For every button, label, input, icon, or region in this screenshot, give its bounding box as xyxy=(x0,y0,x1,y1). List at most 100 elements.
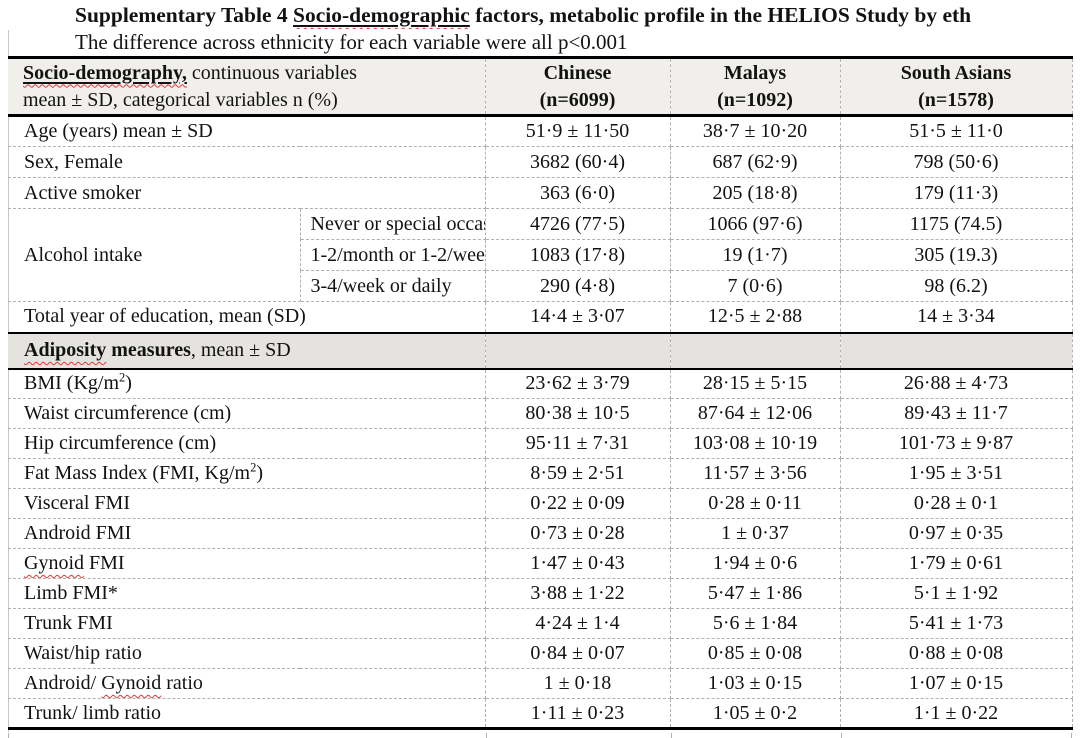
row-label: Fat Mass Index (FMI, Kg/m2) xyxy=(8,458,486,489)
cell-south-asians: 14 ± 3·34 xyxy=(840,301,1073,333)
row-label: Age (years) mean ± SD xyxy=(8,115,486,147)
cell-malays: 11·57 ± 3·56 xyxy=(670,458,841,489)
cell-malays: 103·08 ± 10·19 xyxy=(670,428,841,459)
spellcheck-squiggle: Gynoid xyxy=(101,672,162,694)
cell-malays: 5·6 ± 1·84 xyxy=(670,608,841,639)
row-label: Total year of education, mean (SD) xyxy=(8,301,486,333)
cell-malays: 1 ± 0·37 xyxy=(670,518,841,549)
cell-south-asians: 305 (19.3) xyxy=(840,239,1073,271)
cell-malays: 5·47 ± 1·86 xyxy=(670,578,841,609)
table-row-android-gynoid-ratio: Android/ Gynoid ratio 1 ± 0·18 1·03 ± 0·… xyxy=(8,668,1073,699)
cell-malays: 87·64 ± 12·06 xyxy=(670,398,841,429)
table-row-gynoid-fmi: Gynoid FMI 1·47 ± 0·43 1·94 ± 0·6 1·79 ±… xyxy=(8,548,1073,579)
cell-south-asians: 1·79 ± 0·61 xyxy=(840,548,1073,579)
row-label: Limb FMI* xyxy=(8,578,486,609)
table-row-alcohol-2: 1-2/month or 1-2/week 1083 (17·8) 19 (1·… xyxy=(8,239,1073,271)
cell-south-asians: 98 (6.2) xyxy=(840,270,1073,302)
row-label: Visceral FMI xyxy=(8,488,486,519)
row-label: Active smoker xyxy=(8,177,486,209)
header-variables-rest: continuous variables xyxy=(186,61,357,84)
cell-malays: 12·5 ± 2·88 xyxy=(670,301,841,333)
cell-south-asians: 101·73 ± 9·87 xyxy=(840,428,1073,459)
cell-chinese: 0·73 ± 0·28 xyxy=(485,518,671,549)
cell-malays: 7 (0·6) xyxy=(670,270,841,302)
cell-chinese: 4726 (77·5) xyxy=(485,208,671,240)
table-subtitle: The difference across ethnicity for each… xyxy=(75,30,628,54)
cell-south-asians: 179 (11·3) xyxy=(840,177,1073,209)
cell-chinese: 3·88 ± 1·22 xyxy=(485,578,671,609)
section-empty-cell xyxy=(840,331,1073,370)
table-row-bmi: BMI (Kg/m2) 23·62 ± 3·79 28·15 ± 5·15 26… xyxy=(8,368,1073,399)
cell-south-asians: 0·28 ± 0·1 xyxy=(840,488,1073,519)
cell-chinese: 0·22 ± 0·09 xyxy=(485,488,671,519)
cell-chinese: 14·4 ± 3·07 xyxy=(485,301,671,333)
cell-chinese: 4·24 ± 1·4 xyxy=(485,608,671,639)
cell-malays: 1066 (97·6) xyxy=(670,208,841,240)
next-row-gridline xyxy=(1071,733,1072,738)
table-row-android-fmi: Android FMI 0·73 ± 0·28 1 ± 0·37 0·97 ± … xyxy=(8,518,1073,549)
cell-chinese: 363 (6·0) xyxy=(485,177,671,209)
table-row-sex: Sex, Female 3682 (60·4) 687 (62·9) 798 (… xyxy=(8,146,1073,178)
table-row-alcohol-3: 3-4/week or daily 290 (4·8) 7 (0·6) 98 (… xyxy=(8,270,1073,302)
spellcheck-squiggle: Socio-demography, xyxy=(23,61,187,84)
table-row-trunk-fmi: Trunk FMI 4·24 ± 1·4 5·6 ± 1·84 5·41 ± 1… xyxy=(8,608,1073,639)
table-row-smoker: Active smoker 363 (6·0) 205 (18·8) 179 (… xyxy=(8,177,1073,209)
cell-malays: 1·94 ± 0·6 xyxy=(670,548,841,579)
row-label: Trunk FMI xyxy=(8,608,486,639)
table-row-waist: Waist circumference (cm) 80·38 ± 10·5 87… xyxy=(8,398,1073,429)
cell-malays: 28·15 ± 5·15 xyxy=(670,368,841,399)
cell-malays: 687 (62·9) xyxy=(670,146,841,178)
cell-south-asians: 26·88 ± 4·73 xyxy=(840,368,1073,399)
cell-chinese: 1·11 ± 0·23 xyxy=(485,698,671,730)
cell-chinese: 1·47 ± 0·43 xyxy=(485,548,671,579)
cell-malays: 0·85 ± 0·08 xyxy=(670,638,841,669)
header-col-chinese: Chinese (n=6099) xyxy=(485,57,671,117)
row-label: Gynoid FMI xyxy=(8,548,486,579)
row-label: Never or special occasion xyxy=(300,208,486,240)
header-variables-line2: mean ± SD, categorical variables n (%) xyxy=(23,88,338,111)
row-label: Waist/hip ratio xyxy=(8,638,486,669)
cell-chinese: 51·9 ± 11·50 xyxy=(485,115,671,147)
next-row-gridline xyxy=(8,733,9,738)
spellcheck-squiggle: Socio-demographic xyxy=(293,3,470,27)
cell-chinese: 0·84 ± 0·07 xyxy=(485,638,671,669)
cell-malays: 0·28 ± 0·11 xyxy=(670,488,841,519)
title-suffix: factors, metabolic profile in the HELIOS… xyxy=(469,3,972,27)
cell-south-asians: 1·1 ± 0·22 xyxy=(840,698,1073,730)
row-label: 3-4/week or daily xyxy=(300,270,486,302)
cell-chinese: 3682 (60·4) xyxy=(485,146,671,178)
row-label: Sex, Female xyxy=(8,146,486,178)
alcohol-group-label: Alcohol intake xyxy=(8,208,301,302)
cell-malays: 38·7 ± 10·20 xyxy=(670,115,841,147)
table-row-fmi: Fat Mass Index (FMI, Kg/m2) 8·59 ± 2·51 … xyxy=(8,458,1073,489)
cell-south-asians: 1·95 ± 3·51 xyxy=(840,458,1073,489)
table-row-age: Age (years) mean ± SD 51·9 ± 11·50 38·7 … xyxy=(8,115,1073,147)
table-title: Supplementary Table 4 Socio-demographic … xyxy=(0,1,1080,29)
cell-south-asians: 1·07 ± 0·15 xyxy=(840,668,1073,699)
cell-malays: 205 (18·8) xyxy=(670,177,841,209)
cell-south-asians: 51·5 ± 11·0 xyxy=(840,115,1073,147)
next-row-gridline xyxy=(841,733,842,738)
cell-malays: 1·03 ± 0·15 xyxy=(670,668,841,699)
cell-chinese: 95·11 ± 7·31 xyxy=(485,428,671,459)
header-variables-cell: Socio-demography, continuous variables m… xyxy=(8,57,486,117)
cell-chinese: 290 (4·8) xyxy=(485,270,671,302)
row-label: 1-2/month or 1-2/week xyxy=(300,239,486,271)
title-underlined-word: Socio-demographic xyxy=(293,3,470,27)
next-row-gridline xyxy=(486,733,487,738)
cell-chinese: 1 ± 0·18 xyxy=(485,668,671,699)
row-label: Hip circumference (cm) xyxy=(8,428,486,459)
table-row-limb-fmi: Limb FMI* 3·88 ± 1·22 5·47 ± 1·86 5·1 ± … xyxy=(8,578,1073,609)
section-header-adiposity: Adiposity measures, mean ± SD xyxy=(8,331,1073,370)
table-row-hip: Hip circumference (cm) 95·11 ± 7·31 103·… xyxy=(8,428,1073,459)
cell-south-asians: 1175 (74.5) xyxy=(840,208,1073,240)
header-variables-line1: Socio-demography, continuous variables xyxy=(23,60,484,87)
section-label: Adiposity measures, mean ± SD xyxy=(8,331,486,370)
cell-south-asians: 89·43 ± 11·7 xyxy=(840,398,1073,429)
spellcheck-squiggle: Gynoid xyxy=(24,552,84,574)
row-label: Waist circumference (cm) xyxy=(8,398,486,429)
data-table: Socio-demography, continuous variables m… xyxy=(8,56,1073,730)
row-label: Android/ Gynoid ratio xyxy=(8,668,486,699)
header-col-south-asians: South Asians (n=1578) xyxy=(840,57,1073,117)
